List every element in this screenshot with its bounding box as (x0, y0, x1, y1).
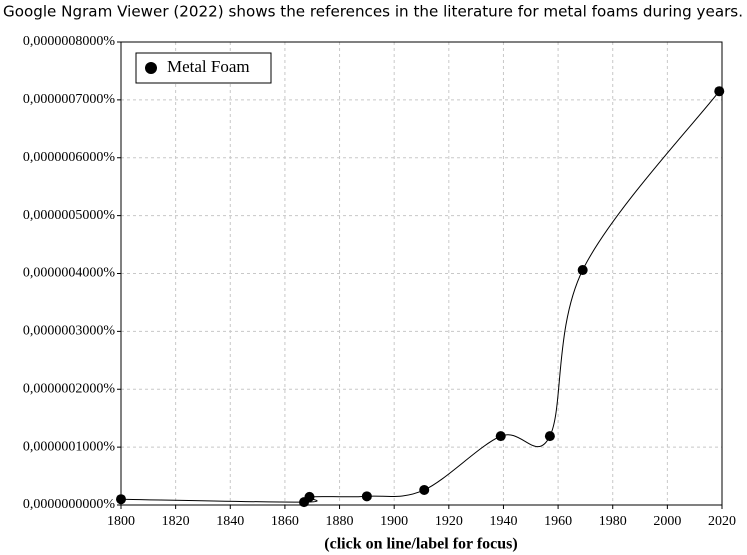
data-point (495, 431, 506, 442)
y-tick-label: 0,0000007000% (23, 92, 116, 107)
legend-box (135, 52, 272, 84)
y-tick-label: 0,0000004000% (23, 266, 116, 281)
x-tick-label: 1820 (162, 514, 190, 529)
x-tick-label: 1800 (107, 514, 135, 529)
y-tick-label: 0,0000000000% (23, 497, 116, 512)
x-tick-label: 1880 (326, 514, 354, 529)
data-point (419, 484, 430, 495)
x-tick-label: 1980 (599, 514, 627, 529)
legend-marker (145, 62, 157, 74)
y-tick-label: 0,0000008000% (23, 34, 116, 49)
x-tick-label: 1920 (435, 514, 463, 529)
x-tick-label: 2020 (708, 514, 736, 529)
x-tick-label: 1860 (271, 514, 299, 529)
x-tick-label: 1960 (544, 514, 572, 529)
data-point (577, 265, 588, 276)
data-point (714, 86, 725, 97)
y-tick-label: 0,0000005000% (23, 208, 116, 223)
y-tick-label: 0,0000002000% (23, 381, 116, 396)
y-tick-label: 0,0000006000% (23, 150, 116, 165)
legend-label: Metal Foam (167, 57, 250, 76)
x-axis-title: (click on line/label for focus) (324, 536, 517, 553)
x-tick-label: 2000 (653, 514, 681, 529)
chart-title: Google Ngram Viewer (2022) shows the ref… (3, 3, 743, 21)
y-tick-label: 0,0000003000% (23, 324, 116, 339)
data-point (116, 494, 126, 505)
x-tick-label: 1900 (380, 514, 408, 529)
series-line (120, 90, 720, 503)
x-tick-label: 1840 (216, 514, 244, 529)
data-point (544, 431, 555, 442)
data-point (304, 491, 315, 502)
y-tick-label: 0,0000001000% (23, 439, 116, 454)
data-point (361, 491, 372, 502)
x-tick-label: 1940 (489, 514, 517, 529)
plot-frame (120, 41, 723, 506)
